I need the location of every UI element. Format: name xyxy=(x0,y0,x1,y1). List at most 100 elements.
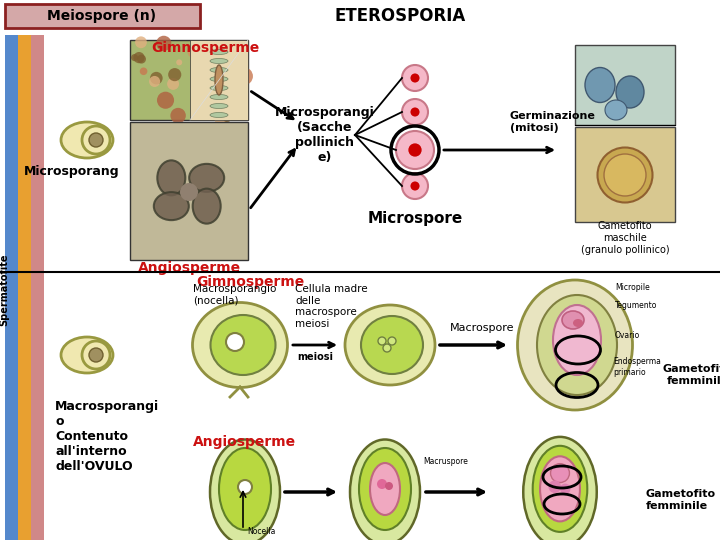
Circle shape xyxy=(377,479,387,489)
Circle shape xyxy=(89,133,103,147)
Text: Germinazione
(mitosi): Germinazione (mitosi) xyxy=(510,111,596,133)
Text: ETEROSPORIA: ETEROSPORIA xyxy=(334,7,466,25)
Circle shape xyxy=(187,44,202,58)
Ellipse shape xyxy=(585,68,615,103)
Circle shape xyxy=(238,480,252,494)
Text: Gimnosperme: Gimnosperme xyxy=(151,41,259,55)
Circle shape xyxy=(410,181,420,191)
Ellipse shape xyxy=(533,446,588,532)
Circle shape xyxy=(396,131,434,169)
Circle shape xyxy=(218,65,227,73)
Ellipse shape xyxy=(370,463,400,515)
Circle shape xyxy=(171,108,186,123)
Ellipse shape xyxy=(537,295,617,395)
Ellipse shape xyxy=(361,316,423,374)
Ellipse shape xyxy=(210,77,228,82)
Circle shape xyxy=(215,112,228,125)
Ellipse shape xyxy=(210,94,228,99)
Ellipse shape xyxy=(82,341,110,369)
Ellipse shape xyxy=(193,188,220,224)
Circle shape xyxy=(140,68,148,75)
Text: Microspore: Microspore xyxy=(367,211,463,226)
Ellipse shape xyxy=(562,311,584,329)
Circle shape xyxy=(549,481,561,493)
Ellipse shape xyxy=(605,100,627,120)
Text: Ovario: Ovario xyxy=(615,330,640,340)
Circle shape xyxy=(402,65,428,91)
Ellipse shape xyxy=(518,280,632,410)
Ellipse shape xyxy=(210,315,276,375)
Circle shape xyxy=(212,71,220,79)
Circle shape xyxy=(551,464,570,483)
Circle shape xyxy=(228,69,238,78)
Ellipse shape xyxy=(553,305,601,375)
Ellipse shape xyxy=(158,160,185,195)
Circle shape xyxy=(168,68,181,81)
Circle shape xyxy=(149,76,160,87)
Circle shape xyxy=(150,72,163,84)
Bar xyxy=(190,40,248,120)
Circle shape xyxy=(383,344,391,352)
Ellipse shape xyxy=(210,104,228,109)
Text: Nocella: Nocella xyxy=(247,528,275,537)
Bar xyxy=(575,127,675,222)
Ellipse shape xyxy=(215,65,223,95)
Ellipse shape xyxy=(210,68,228,72)
Ellipse shape xyxy=(616,76,644,108)
Ellipse shape xyxy=(523,437,597,540)
Text: Microsporangi
(Sacche
pollinich
e): Microsporangi (Sacche pollinich e) xyxy=(275,106,375,164)
Circle shape xyxy=(89,348,103,362)
Text: Meiospore (n): Meiospore (n) xyxy=(48,9,156,23)
Circle shape xyxy=(135,36,147,48)
Circle shape xyxy=(214,93,230,109)
Bar xyxy=(31,35,44,540)
Ellipse shape xyxy=(210,112,228,118)
Ellipse shape xyxy=(210,85,228,91)
Text: Endosperma
primario: Endosperma primario xyxy=(613,357,661,377)
Ellipse shape xyxy=(61,122,113,158)
Circle shape xyxy=(560,484,570,494)
Circle shape xyxy=(157,92,174,109)
Ellipse shape xyxy=(210,440,280,540)
Text: meiosi: meiosi xyxy=(297,352,333,362)
Circle shape xyxy=(378,337,386,345)
Text: Gametofito
femminile: Gametofito femminile xyxy=(646,489,716,511)
Circle shape xyxy=(131,54,138,61)
Circle shape xyxy=(199,71,212,83)
Text: Angiosperme: Angiosperme xyxy=(138,261,240,275)
Circle shape xyxy=(156,36,171,51)
Text: Spermatofite: Spermatofite xyxy=(0,254,9,326)
Text: Gametofito
maschile
(granulo pollinico): Gametofito maschile (granulo pollinico) xyxy=(581,221,670,254)
Circle shape xyxy=(137,55,146,64)
Circle shape xyxy=(233,44,246,57)
Ellipse shape xyxy=(61,337,113,373)
Circle shape xyxy=(402,173,428,199)
Ellipse shape xyxy=(192,302,287,388)
Ellipse shape xyxy=(210,50,228,55)
Ellipse shape xyxy=(189,164,224,192)
Ellipse shape xyxy=(598,147,652,202)
Ellipse shape xyxy=(359,448,411,530)
Text: Macruspore: Macruspore xyxy=(423,457,468,467)
Text: Micropile: Micropile xyxy=(615,282,649,292)
Circle shape xyxy=(388,337,396,345)
Ellipse shape xyxy=(573,319,583,327)
Text: Gametofito
femminile: Gametofito femminile xyxy=(663,364,720,386)
Ellipse shape xyxy=(219,448,271,530)
Bar xyxy=(18,35,31,540)
Ellipse shape xyxy=(604,154,646,196)
Bar xyxy=(575,45,675,125)
Ellipse shape xyxy=(345,305,435,385)
Circle shape xyxy=(167,78,179,90)
Text: Macrosporangi
o
Contenuto
all'interno
dell'OVULO: Macrosporangi o Contenuto all'interno de… xyxy=(55,400,159,473)
Circle shape xyxy=(408,143,422,157)
Circle shape xyxy=(385,482,393,490)
Ellipse shape xyxy=(210,58,228,64)
Circle shape xyxy=(410,73,420,83)
Text: Microsporang: Microsporang xyxy=(24,165,120,179)
Circle shape xyxy=(133,52,145,63)
Text: Macrosporangio
(nocella): Macrosporangio (nocella) xyxy=(193,284,276,306)
Text: Cellula madre
delle
macrospore
meiosi: Cellula madre delle macrospore meiosi xyxy=(295,284,368,329)
Circle shape xyxy=(176,59,182,65)
Circle shape xyxy=(226,333,244,351)
